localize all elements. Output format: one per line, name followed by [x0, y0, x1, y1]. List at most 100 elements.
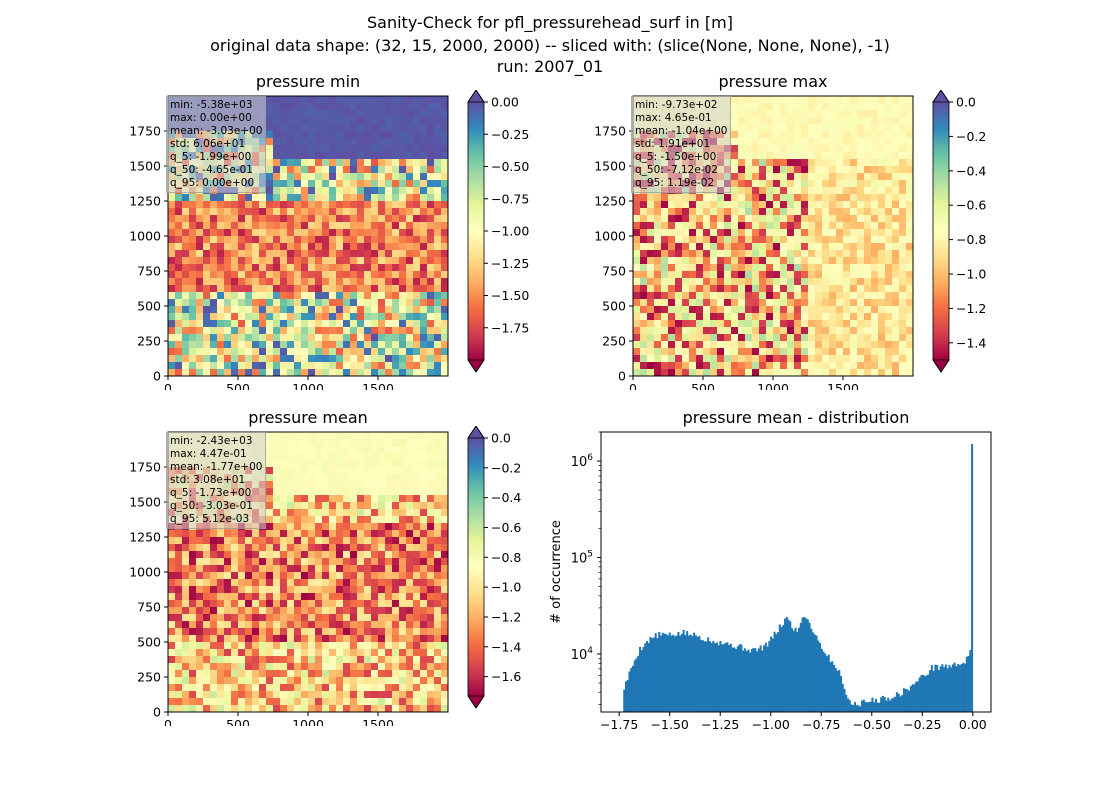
heatmap-cell: [182, 628, 190, 636]
heatmap-cell: [420, 306, 428, 314]
heatmap-cell: [385, 299, 393, 307]
heatmap-cell: [766, 236, 774, 244]
heatmap-cell: [780, 236, 788, 244]
heatmap-cell: [815, 264, 823, 272]
heatmap-cell: [294, 523, 302, 531]
y-tick-label: 1500: [129, 495, 161, 510]
heatmap-cell: [252, 621, 260, 629]
heatmap-cell: [780, 208, 788, 216]
heatmap-cell: [420, 285, 428, 293]
heatmap-cell: [668, 285, 676, 293]
heatmap-cell: [413, 236, 421, 244]
heatmap-cell: [682, 264, 690, 272]
heatmap-cell: [329, 320, 337, 328]
heatmap-cell: [371, 509, 379, 517]
heatmap-cell: [287, 201, 295, 209]
heatmap-cell: [892, 117, 900, 125]
heatmap-cell: [441, 362, 449, 370]
heatmap-cell: [392, 159, 400, 167]
heatmap-cell: [378, 453, 386, 461]
heatmap-cell: [343, 635, 351, 643]
heatmap-cell: [371, 166, 379, 174]
heatmap-cell: [864, 96, 872, 104]
heatmap-cell: [343, 607, 351, 615]
heatmap-cell: [343, 467, 351, 475]
heatmap-cell: [857, 117, 865, 125]
heatmap-cell: [850, 222, 858, 230]
heatmap-cell: [294, 600, 302, 608]
heatmap-cell: [745, 145, 753, 153]
heatmap-cell: [189, 327, 197, 335]
heatmap-cell: [385, 432, 393, 440]
heatmap-cell: [329, 684, 337, 692]
heatmap-cell: [280, 621, 288, 629]
heatmap-cell: [308, 495, 316, 503]
histogram-bar: [628, 671, 631, 712]
heatmap-cell: [392, 523, 400, 531]
heatmap-cell: [294, 152, 302, 160]
heatmap-cell: [357, 628, 365, 636]
heatmap-cell: [259, 369, 267, 377]
heatmap-cell: [357, 194, 365, 202]
heatmap-cell: [357, 446, 365, 454]
heatmap-cell: [357, 474, 365, 482]
heatmap-cell: [385, 138, 393, 146]
heatmap-cell: [175, 628, 183, 636]
heatmap-cell: [850, 236, 858, 244]
heatmap-cell: [696, 341, 704, 349]
heatmap-cell: [878, 215, 886, 223]
heatmap-cell: [189, 607, 197, 615]
heatmap-cell: [413, 285, 421, 293]
heatmap-cell: [364, 222, 372, 230]
heatmap-cell: [633, 278, 641, 286]
heatmap-cell: [301, 313, 309, 321]
heatmap-cell: [266, 523, 274, 531]
heatmap-cell: [738, 173, 746, 181]
heatmap-cell: [329, 229, 337, 237]
heatmap-cell: [357, 502, 365, 510]
heatmap-cell: [434, 586, 442, 594]
heatmap-cell: [308, 222, 316, 230]
heatmap-cell: [301, 117, 309, 125]
heatmap-cell: [301, 215, 309, 223]
heatmap-cell: [843, 306, 851, 314]
heatmap-cell: [238, 306, 246, 314]
heatmap-cell: [287, 460, 295, 468]
heatmap-cell: [245, 600, 253, 608]
heatmap-cell: [343, 586, 351, 594]
heatmap-cell: [780, 278, 788, 286]
heatmap-cell: [822, 166, 830, 174]
heatmap-cell: [392, 124, 400, 132]
heatmap-cell: [829, 369, 837, 377]
heatmap-cell: [168, 572, 176, 580]
heatmap-cell: [266, 635, 274, 643]
heatmap-cell: [808, 229, 816, 237]
heatmap-cell: [794, 243, 802, 251]
heatmap-cell: [175, 362, 183, 370]
heatmap-cell: [280, 551, 288, 559]
heatmap-cell: [357, 523, 365, 531]
heatmap-cell: [441, 460, 449, 468]
heatmap-cell: [322, 166, 330, 174]
heatmap-cell: [406, 285, 414, 293]
heatmap-cell: [710, 348, 718, 356]
heatmap-cell: [640, 299, 648, 307]
heatmap-cell: [294, 334, 302, 342]
histogram-bar: [654, 633, 657, 712]
heatmap-cell: [217, 362, 225, 370]
heatmap-cell: [189, 264, 197, 272]
heatmap-cell: [336, 131, 344, 139]
heatmap-cell: [878, 201, 886, 209]
heatmap-cell: [294, 362, 302, 370]
heatmap-cell: [196, 670, 204, 678]
heatmap-cell: [336, 705, 344, 713]
heatmap-cell: [406, 628, 414, 636]
heatmap-cell: [675, 341, 683, 349]
heatmap-cell: [392, 607, 400, 615]
heatmap-cell: [864, 327, 872, 335]
heatmap-cell: [441, 313, 449, 321]
heatmap-cell: [703, 369, 711, 377]
heatmap-cell: [427, 537, 435, 545]
heatmap-cell: [738, 152, 746, 160]
heatmap-cell: [294, 439, 302, 447]
